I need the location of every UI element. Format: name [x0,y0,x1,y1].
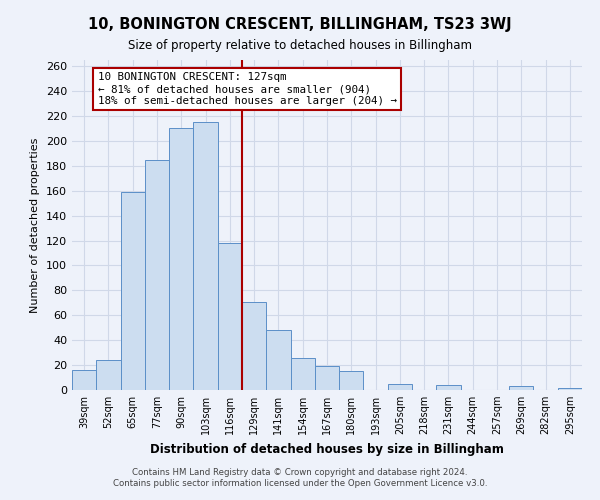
Bar [436,385,461,390]
Text: 10, BONINGTON CRESCENT, BILLINGHAM, TS23 3WJ: 10, BONINGTON CRESCENT, BILLINGHAM, TS23… [88,18,512,32]
Text: Size of property relative to detached houses in Billingham: Size of property relative to detached ho… [128,39,472,52]
Bar [242,302,266,390]
Bar [339,372,364,390]
Bar [72,370,96,390]
X-axis label: Distribution of detached houses by size in Billingham: Distribution of detached houses by size … [150,442,504,456]
Bar [558,388,582,390]
Bar [96,360,121,390]
Bar [315,366,339,390]
Bar [121,192,145,390]
Bar [388,384,412,390]
Bar [193,122,218,390]
Bar [290,358,315,390]
Y-axis label: Number of detached properties: Number of detached properties [31,138,40,312]
Bar [266,330,290,390]
Bar [145,160,169,390]
Bar [218,243,242,390]
Bar [169,128,193,390]
Bar [509,386,533,390]
Text: Contains HM Land Registry data © Crown copyright and database right 2024.
Contai: Contains HM Land Registry data © Crown c… [113,468,487,487]
Text: 10 BONINGTON CRESCENT: 127sqm
← 81% of detached houses are smaller (904)
18% of : 10 BONINGTON CRESCENT: 127sqm ← 81% of d… [97,72,397,106]
